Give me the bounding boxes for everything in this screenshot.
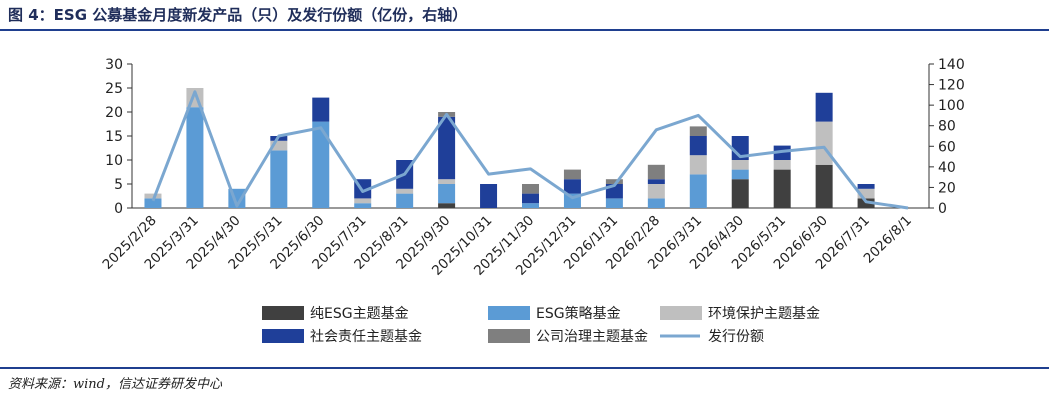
right-y-tick-label: 40 (938, 160, 956, 176)
bar-segment-s2-3 (270, 140, 288, 151)
legend-swatch-2 (660, 306, 702, 320)
left-y-tick-label: 15 (105, 129, 123, 145)
left-y-tick-label: 5 (114, 177, 123, 193)
left-y-tick-label: 20 (105, 105, 123, 121)
left-y-tick-label: 25 (105, 81, 123, 97)
legend-label-5: 发行份额 (708, 329, 764, 345)
bar-segment-s3-7 (438, 116, 456, 180)
legend-label-1: ESG策略基金 (536, 305, 621, 322)
left-y-tick-label: 0 (114, 201, 123, 217)
title-rule (0, 29, 1049, 31)
bar-segment-s1-11 (605, 198, 623, 208)
bar-segment-s1-12 (647, 198, 665, 208)
bar-segment-s2-17 (857, 188, 875, 199)
esg-fund-chart: 0 5 10 15 20 25 30 0 20 40 60 80 100 120 140 2025/2/2… (100, 57, 965, 345)
bar-segment-s2-7 (438, 179, 456, 184)
right-y-ticks: 0 20 40 60 80 100 120 140 (929, 57, 965, 217)
issuance-series-line (151, 90, 909, 210)
legend-label-3: 社会责任主题基金 (310, 328, 422, 345)
bar-segment-s1-14 (731, 169, 749, 180)
bar-segment-s4-12 (647, 164, 665, 180)
bar-segment-s3-4 (312, 97, 330, 122)
left-y-tick-label: 10 (105, 153, 123, 169)
legend-swatch-3 (262, 329, 304, 343)
bar-segment-s2-15 (773, 160, 791, 170)
bar-segment-s1-1 (186, 107, 204, 208)
bar-segment-s2-13 (689, 155, 707, 175)
bar-segment-s1-7 (438, 184, 456, 204)
legend-swatch-1 (488, 306, 530, 320)
bar-segment-s4-9 (522, 184, 539, 194)
right-y-tick-label: 60 (938, 139, 956, 155)
bar-segment-s0-15 (773, 169, 791, 208)
bar-segment-s0-16 (815, 164, 833, 208)
bar-segment-s1-4 (312, 121, 330, 208)
source-rule (0, 367, 1049, 369)
bar-segment-s3-8 (480, 184, 498, 208)
bar-segment-s4-13 (689, 126, 707, 136)
bar-segment-s3-16 (815, 92, 833, 122)
left-y-tick-label: 30 (105, 57, 123, 73)
bar-segment-s2-14 (731, 160, 749, 170)
bar-segment-s1-5 (354, 203, 372, 208)
right-y-tick-label: 100 (938, 98, 965, 114)
bar-segment-s3-9 (522, 193, 539, 204)
right-y-tick-label: 140 (938, 57, 965, 73)
right-y-tick-label: 120 (938, 78, 965, 94)
bar-segment-s2-0 (144, 193, 162, 199)
legend-swatch-0 (262, 306, 304, 320)
right-y-tick-label: 20 (938, 180, 956, 196)
bar-segment-s0-14 (731, 179, 749, 208)
x-tick-labels: 2025/2/282025/3/312025/4/302025/5/312025… (100, 213, 915, 279)
bar-segment-s2-5 (354, 198, 372, 204)
figure-title: 图 4：ESG 公募基金月度新发产品（只）及发行份额（亿份，右轴） (8, 6, 468, 24)
legend-label-2: 环境保护主题基金 (708, 305, 820, 322)
bar-segment-s3-17 (857, 184, 875, 189)
bar-segment-s3-13 (689, 136, 707, 156)
bar-segment-s2-6 (396, 188, 414, 194)
right-y-tick-label: 80 (938, 119, 956, 135)
left-y-ticks: 0 5 10 15 20 25 30 (105, 57, 132, 217)
stacked-bars (144, 88, 875, 208)
issuance-line-layer (151, 90, 909, 210)
bar-segment-s1-9 (522, 203, 539, 208)
bar-segment-s3-10 (563, 179, 581, 194)
legend-label-4: 公司治理主题基金 (536, 328, 648, 345)
source-note: 资料来源：wind，信达证券研发中心 (8, 377, 222, 392)
bar-segment-s1-0 (144, 198, 162, 208)
right-y-tick-label: 0 (938, 201, 947, 217)
legend-label-0: 纯ESG主题基金 (310, 305, 409, 322)
bar-segment-s3-12 (647, 179, 665, 184)
bar-segment-s4-10 (563, 169, 581, 180)
legend-swatch-4 (488, 329, 530, 343)
bar-segment-s4-11 (605, 179, 623, 184)
bar-segment-s1-13 (689, 174, 707, 208)
bar-segment-s2-16 (815, 121, 833, 165)
bar-segment-s0-7 (438, 203, 456, 208)
bar-segment-s2-12 (647, 184, 665, 199)
bar-segment-s1-3 (270, 150, 288, 208)
bar-segment-s1-6 (396, 193, 414, 208)
